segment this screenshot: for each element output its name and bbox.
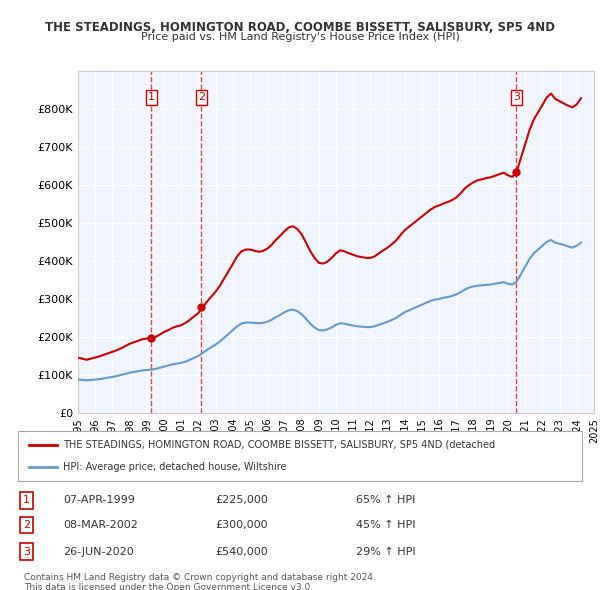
- Text: 2: 2: [23, 520, 30, 530]
- Text: Contains HM Land Registry data © Crown copyright and database right 2024.: Contains HM Land Registry data © Crown c…: [24, 573, 376, 582]
- Text: 07-APR-1999: 07-APR-1999: [63, 496, 135, 505]
- Text: £540,000: £540,000: [215, 546, 268, 556]
- Text: £300,000: £300,000: [215, 520, 268, 530]
- Text: THE STEADINGS, HOMINGTON ROAD, COOMBE BISSETT, SALISBURY, SP5 4ND (detached: THE STEADINGS, HOMINGTON ROAD, COOMBE BI…: [63, 440, 495, 450]
- Text: Price paid vs. HM Land Registry's House Price Index (HPI): Price paid vs. HM Land Registry's House …: [140, 32, 460, 42]
- Text: 3: 3: [513, 93, 520, 103]
- Text: 3: 3: [23, 546, 30, 556]
- Text: This data is licensed under the Open Government Licence v3.0.: This data is licensed under the Open Gov…: [24, 583, 313, 590]
- Text: 65% ↑ HPI: 65% ↑ HPI: [356, 496, 416, 505]
- Text: 08-MAR-2002: 08-MAR-2002: [63, 520, 138, 530]
- Text: 29% ↑ HPI: 29% ↑ HPI: [356, 546, 416, 556]
- Text: HPI: Average price, detached house, Wiltshire: HPI: Average price, detached house, Wilt…: [63, 462, 287, 472]
- Text: £225,000: £225,000: [215, 496, 268, 505]
- Text: 2: 2: [198, 93, 205, 103]
- Text: THE STEADINGS, HOMINGTON ROAD, COOMBE BISSETT, SALISBURY, SP5 4ND: THE STEADINGS, HOMINGTON ROAD, COOMBE BI…: [45, 21, 555, 34]
- Text: 26-JUN-2020: 26-JUN-2020: [63, 546, 134, 556]
- Text: 1: 1: [148, 93, 155, 103]
- Text: 1: 1: [23, 496, 30, 505]
- Text: 45% ↑ HPI: 45% ↑ HPI: [356, 520, 416, 530]
